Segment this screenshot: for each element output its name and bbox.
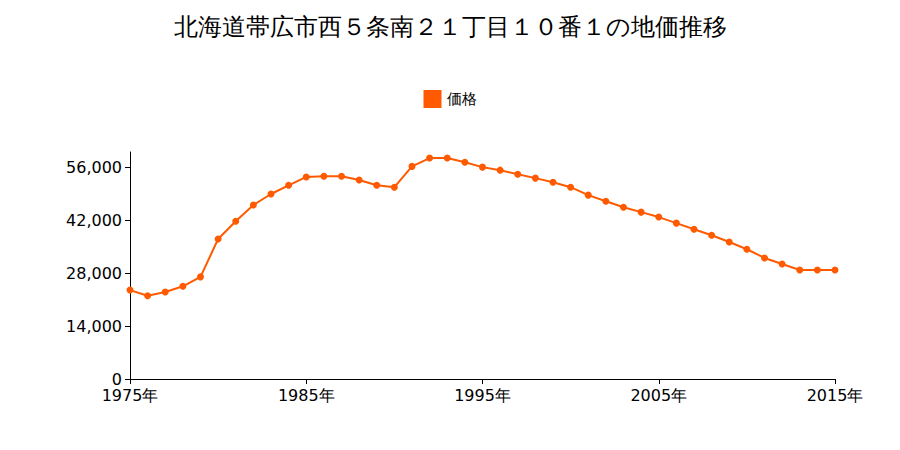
svg-text:1985年: 1985年 [278, 386, 335, 405]
svg-text:1995年: 1995年 [454, 386, 511, 405]
svg-text:28,000: 28,000 [66, 264, 122, 283]
svg-text:1975年: 1975年 [102, 386, 159, 405]
svg-text:2015年: 2015年 [807, 386, 864, 405]
svg-text:14,000: 14,000 [66, 317, 122, 336]
svg-text:価格: 価格 [447, 90, 477, 108]
svg-text:2005年: 2005年 [630, 386, 687, 405]
svg-text:北海道帯広市西５条南２１丁目１０番１の地価推移: 北海道帯広市西５条南２１丁目１０番１の地価推移 [174, 13, 727, 41]
svg-text:56,000: 56,000 [66, 158, 122, 177]
svg-text:42,000: 42,000 [66, 211, 122, 230]
svg-text:0: 0 [111, 369, 122, 389]
